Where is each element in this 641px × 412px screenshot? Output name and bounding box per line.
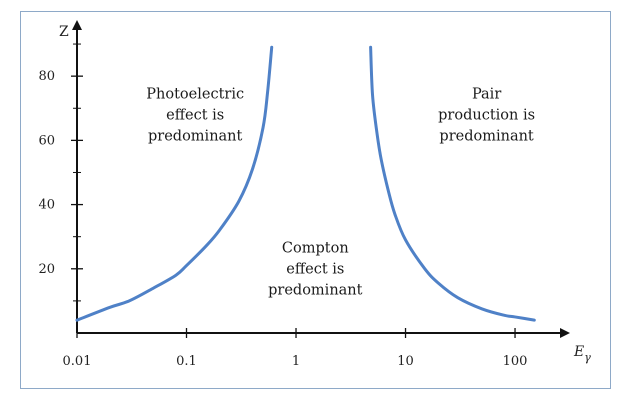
region-label-line: production is [438,108,535,124]
region-label-line: Pair [472,87,501,103]
region-label-line: effect is [166,108,224,124]
y-tick-label: 80 [38,69,55,84]
region-label-line: predominant [268,283,363,299]
chart-frame [20,11,611,389]
y-tick-label: 60 [38,133,55,148]
y-tick-label: 20 [38,262,55,277]
region-label-line: Photoelectric [146,87,244,103]
ticks: 0.01 0.1 1 10 100 20 40 60 80 [38,43,528,369]
region-label-line: effect is [286,262,344,278]
x-tick-label: 10 [397,354,414,369]
x-tick-label: 0.1 [176,354,197,369]
series [75,45,536,322]
annotations: Photoelectric effect is predominantCompton… [146,87,535,299]
x-tick-label: 100 [503,354,528,369]
region-label-3: Pair production is predominant [438,87,535,145]
x-axis-label: Eγ [573,344,591,364]
x-tick-label: 1 [292,354,300,369]
region-label-2: Compton effect is predominant [268,241,363,299]
y-axis-label: Z [59,24,69,40]
x-tick-label: 0.01 [63,354,92,369]
region-label-line: Compton [282,241,349,257]
axes: Z Eγ [59,20,591,364]
region-label-line: predominant [148,129,243,145]
region-label-1: Photoelectric effect is predominant [146,87,244,145]
y-tick-label: 40 [38,198,55,213]
boundary-curve-2 [369,45,536,322]
region-label-line: predominant [439,129,534,145]
x-axis-label-subscript: γ [584,351,591,364]
boundary-curve-1 [75,45,274,322]
